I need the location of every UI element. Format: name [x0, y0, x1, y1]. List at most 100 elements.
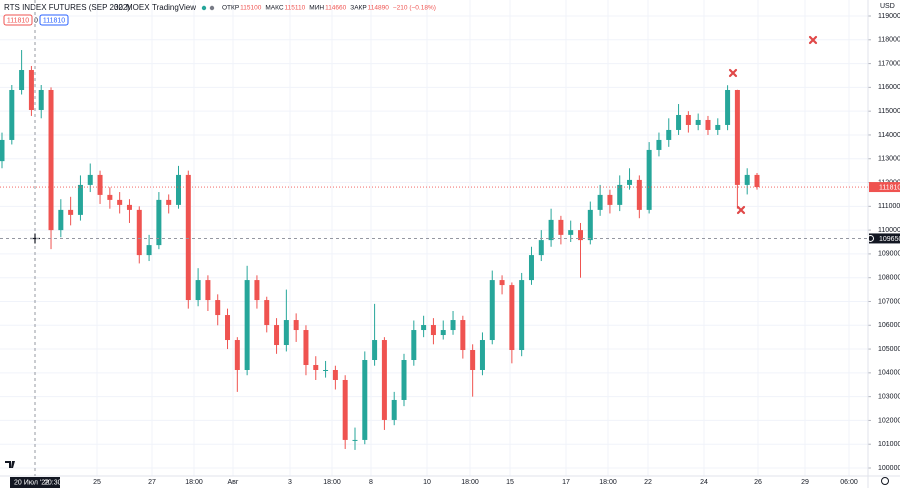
- x-tick-label: 26: [754, 479, 762, 486]
- candle-body: [430, 325, 436, 336]
- candle-body: [68, 209, 74, 215]
- candle-body: [117, 199, 123, 205]
- candle-body: [597, 194, 603, 210]
- candle-body: [136, 209, 142, 256]
- candle-body: [391, 399, 397, 420]
- candle-body: [48, 89, 54, 231]
- candle-body: [636, 179, 642, 210]
- x-tick-label: 17: [562, 479, 570, 486]
- crosshair-time-box: [10, 477, 60, 488]
- buy-price[interactable]: 111810: [43, 17, 65, 24]
- candle-body: [293, 320, 299, 331]
- candle-body: [705, 119, 711, 130]
- candle-body: [126, 204, 132, 210]
- x-tick-label: 18:00: [461, 479, 479, 486]
- candle-body: [656, 139, 662, 150]
- y-tick-label: 113000: [878, 156, 900, 163]
- ohlc-value: 114890: [368, 5, 390, 12]
- tradingview-logo[interactable]: [5, 461, 15, 468]
- candle-body: [313, 364, 319, 370]
- candle-body: [479, 340, 485, 370]
- candle-body: [607, 194, 613, 205]
- y-tick-label: 117000: [878, 60, 900, 67]
- candle-body: [38, 89, 44, 110]
- candle-body: [460, 320, 466, 351]
- crosshair-clock: 20:30: [44, 479, 62, 486]
- y-tick-label: 106000: [878, 322, 900, 329]
- x-tick-label: 3: [288, 479, 292, 486]
- ohlc-label: МАКС: [265, 5, 283, 12]
- y-tick-label: 103000: [878, 393, 900, 400]
- candle-body: [754, 174, 760, 188]
- candle-body: [0, 139, 5, 162]
- buy-box[interactable]: [39, 14, 69, 26]
- marker[interactable]: [808, 35, 818, 45]
- x-tick-label: 24: [700, 479, 708, 486]
- candle-body: [28, 70, 34, 110]
- candle-body: [548, 219, 554, 241]
- y-tick-label: 115000: [878, 108, 900, 115]
- candle-body: [578, 230, 584, 241]
- status-dot: [209, 5, 215, 11]
- candle-body: [587, 209, 593, 241]
- candle-body: [303, 330, 309, 365]
- candle-body: [695, 119, 701, 125]
- candle-body: [205, 280, 211, 301]
- candle-body: [372, 340, 378, 361]
- x-tick-label: 27: [148, 479, 156, 486]
- candle-body: [58, 209, 64, 231]
- candle-body: [175, 174, 181, 205]
- ohlc-value: 114660: [325, 5, 347, 12]
- x-tick-label: 22: [644, 479, 652, 486]
- y-tick-label: 107000: [878, 298, 900, 305]
- candle-body: [254, 280, 260, 301]
- candle-body: [685, 114, 691, 125]
- ohlc-label: ОТКР: [222, 5, 239, 12]
- sell-price[interactable]: 111810: [7, 17, 29, 24]
- quantity[interactable]: 0: [34, 17, 38, 24]
- ohlc-legend: ОТКР 115100 МАКС 115110 МИН 114660 ЗАКР 114890−…: [222, 5, 436, 12]
- candle-body: [77, 184, 83, 215]
- x-tick-label: 25: [93, 479, 101, 486]
- candle-body: [215, 300, 221, 316]
- change: −210 (−0.18%): [393, 5, 436, 12]
- x-tick-label: 29: [801, 479, 809, 486]
- last-price-label: 111810: [879, 184, 900, 191]
- candle-body: [538, 240, 544, 256]
- interval: 30: [114, 3, 123, 12]
- candle-body: [627, 179, 633, 185]
- candle-body: [666, 129, 672, 140]
- candle-body: [646, 149, 652, 210]
- currency[interactable]: USD: [880, 3, 895, 10]
- candle-body: [470, 350, 476, 370]
- trade-panel[interactable]: 111810 0 111810: [3, 14, 69, 26]
- y-tick-label: 101000: [878, 441, 900, 448]
- crosshair-price-label: 109650: [879, 236, 900, 243]
- candle-body: [283, 320, 289, 346]
- candle-body: [264, 300, 270, 326]
- candle-body: [499, 280, 505, 286]
- x-tick-label: 18:00: [185, 479, 203, 486]
- status-dot: [201, 5, 207, 11]
- marker[interactable]: [728, 68, 738, 78]
- candle-body: [519, 280, 525, 351]
- sell-box[interactable]: [3, 14, 33, 26]
- candle-body: [156, 199, 162, 246]
- candle-body: [323, 369, 329, 371]
- candle-body: [440, 330, 446, 336]
- candle-body: [195, 280, 201, 301]
- x-tick-label: 18:00: [599, 479, 617, 486]
- marker[interactable]: [736, 205, 746, 215]
- candle-body: [244, 280, 250, 370]
- candle-body: [509, 285, 515, 351]
- candle-body: [97, 174, 103, 195]
- settings-button[interactable]: [881, 477, 889, 485]
- y-tick-label: 111000: [878, 203, 900, 210]
- candle-body: [401, 360, 407, 400]
- candle-body: [381, 340, 387, 420]
- candle-body: [352, 439, 358, 441]
- crosshair-time: 20 Июл '22 20:30: [10, 477, 62, 488]
- candle-body: [734, 89, 740, 185]
- x-tick-label: 15: [506, 479, 514, 486]
